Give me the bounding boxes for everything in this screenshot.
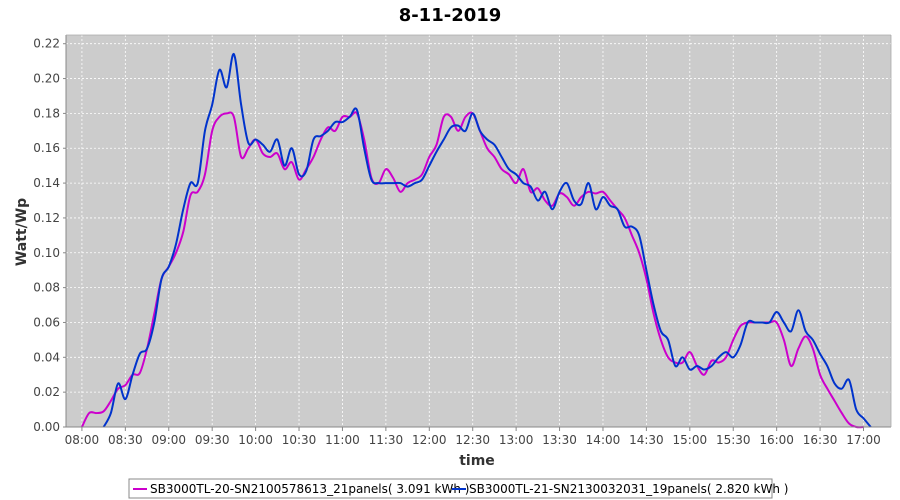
x-axis-ticks: 08:00 08:30 09:00 09:30 10:00 10:30 11:00 11:30… <box>65 427 881 447</box>
x-tick-label: 11:30 <box>369 433 404 447</box>
x-tick-label: 14:30 <box>629 433 664 447</box>
legend: SB3000TL-20-SN2100578613_21panels( 3.091… <box>128 478 788 499</box>
y-tick-label: 0.14 <box>33 176 60 190</box>
x-axis-title: time <box>459 453 495 469</box>
x-tick-label: 08:30 <box>108 433 143 447</box>
y-tick-label: 0.08 <box>33 281 60 295</box>
x-tick-label: 15:00 <box>673 433 708 447</box>
plot-area <box>66 35 891 427</box>
x-tick-label: 09:00 <box>151 433 186 447</box>
x-tick-label: 10:00 <box>238 433 273 447</box>
y-tick-label: 0.12 <box>33 211 60 225</box>
x-tick-label: 08:00 <box>65 433 100 447</box>
x-tick-label: 12:30 <box>455 433 490 447</box>
y-tick-label: 0.18 <box>33 106 60 120</box>
y-tick-label: 0.02 <box>33 385 60 399</box>
series-layer <box>81 53 872 429</box>
x-tick-label: 17:00 <box>846 433 881 447</box>
y-axis-title: Watt/Wp <box>14 198 30 266</box>
chart-title: 8-11-2019 <box>399 5 502 26</box>
x-tick-label: 13:30 <box>542 433 577 447</box>
y-tick-label: 0.00 <box>33 420 60 434</box>
x-tick-label: 13:00 <box>499 433 534 447</box>
x-tick-label: 10:30 <box>282 433 317 447</box>
x-tick-label: 16:00 <box>759 433 794 447</box>
axes <box>65 34 892 428</box>
x-tick-label: 12:00 <box>412 433 447 447</box>
y-tick-label: 0.04 <box>33 350 60 364</box>
legend-label-1: SB3000TL-20-SN2100578613_21panels( 3.091… <box>150 482 469 496</box>
y-tick-label: 0.16 <box>33 141 60 155</box>
y-tick-label: 0.10 <box>33 246 60 260</box>
y-tick-label: 0.22 <box>33 37 60 51</box>
y-tick-label: 0.20 <box>33 72 60 86</box>
y-tick-label: 0.06 <box>33 315 60 329</box>
series-line-2 <box>102 53 872 428</box>
x-tick-label: 15:30 <box>716 433 751 447</box>
legend-label-2: SB3000TL-21-SN2130032031_19panels( 2.820… <box>469 482 788 496</box>
x-tick-label: 16:30 <box>803 433 838 447</box>
x-tick-label: 09:30 <box>195 433 230 447</box>
y-axis-ticks: 0.00 0.02 0.04 0.06 0.08 0.10 0.12 0.14 0.16 0.18… <box>33 37 66 434</box>
x-tick-label: 11:00 <box>325 433 360 447</box>
legend-frame <box>128 478 773 499</box>
x-tick-label: 14:00 <box>586 433 621 447</box>
